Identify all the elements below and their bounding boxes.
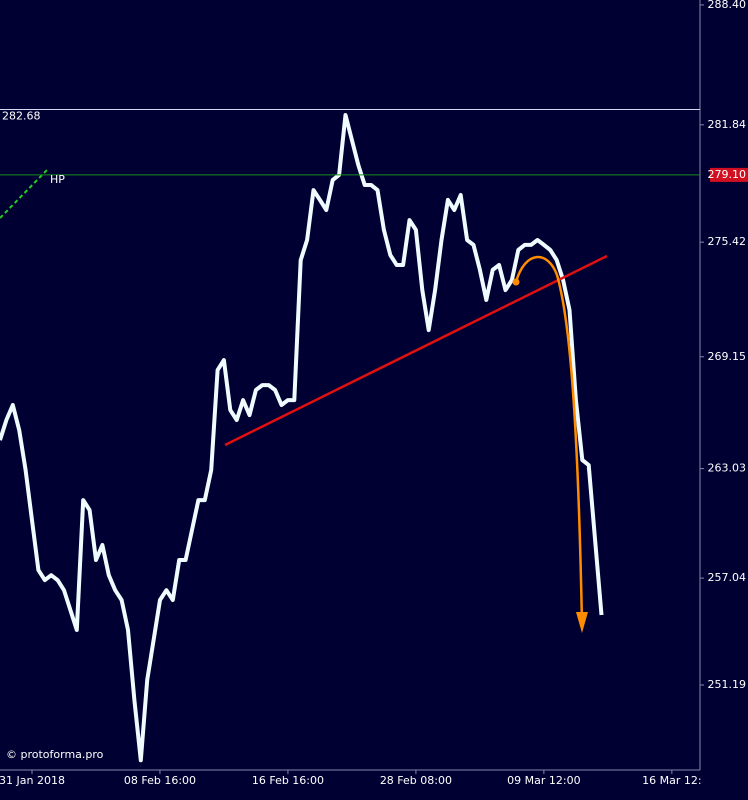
y-tick-label: 281.84 xyxy=(708,118,747,131)
arrow-head xyxy=(576,612,588,633)
y-tick-label: 275.42 xyxy=(708,235,747,248)
plot xyxy=(0,113,604,763)
y-tick-label: 269.15 xyxy=(708,350,747,363)
watermark: © protoforma.pro xyxy=(6,748,104,761)
x-tick-label: 31 Jan 2018 xyxy=(0,774,65,787)
y-tick-label: 257.04 xyxy=(708,571,747,584)
level-label: 279.10 xyxy=(708,168,747,181)
x-tick-label: 09 Mar 12:00 xyxy=(507,774,580,787)
forecast-arrow xyxy=(514,255,584,626)
y-tick-label: 263.03 xyxy=(708,462,747,475)
trend-line xyxy=(224,254,608,447)
level-tag-label: HP xyxy=(50,173,65,186)
x-tick-label: 16 Mar 12: xyxy=(642,774,701,787)
y-tick-label: 288.40 xyxy=(708,0,747,11)
y-tick-label: 251.19 xyxy=(708,678,747,691)
arrow-start xyxy=(512,278,520,286)
x-tick-label: 08 Feb 16:00 xyxy=(124,774,196,787)
x-tick-label: 28 Feb 08:00 xyxy=(380,774,452,787)
price-line xyxy=(0,113,604,763)
x-tick-label: 16 Feb 16:00 xyxy=(252,774,324,787)
level-tag xyxy=(710,167,748,182)
level-label: 282.68 xyxy=(2,109,41,122)
